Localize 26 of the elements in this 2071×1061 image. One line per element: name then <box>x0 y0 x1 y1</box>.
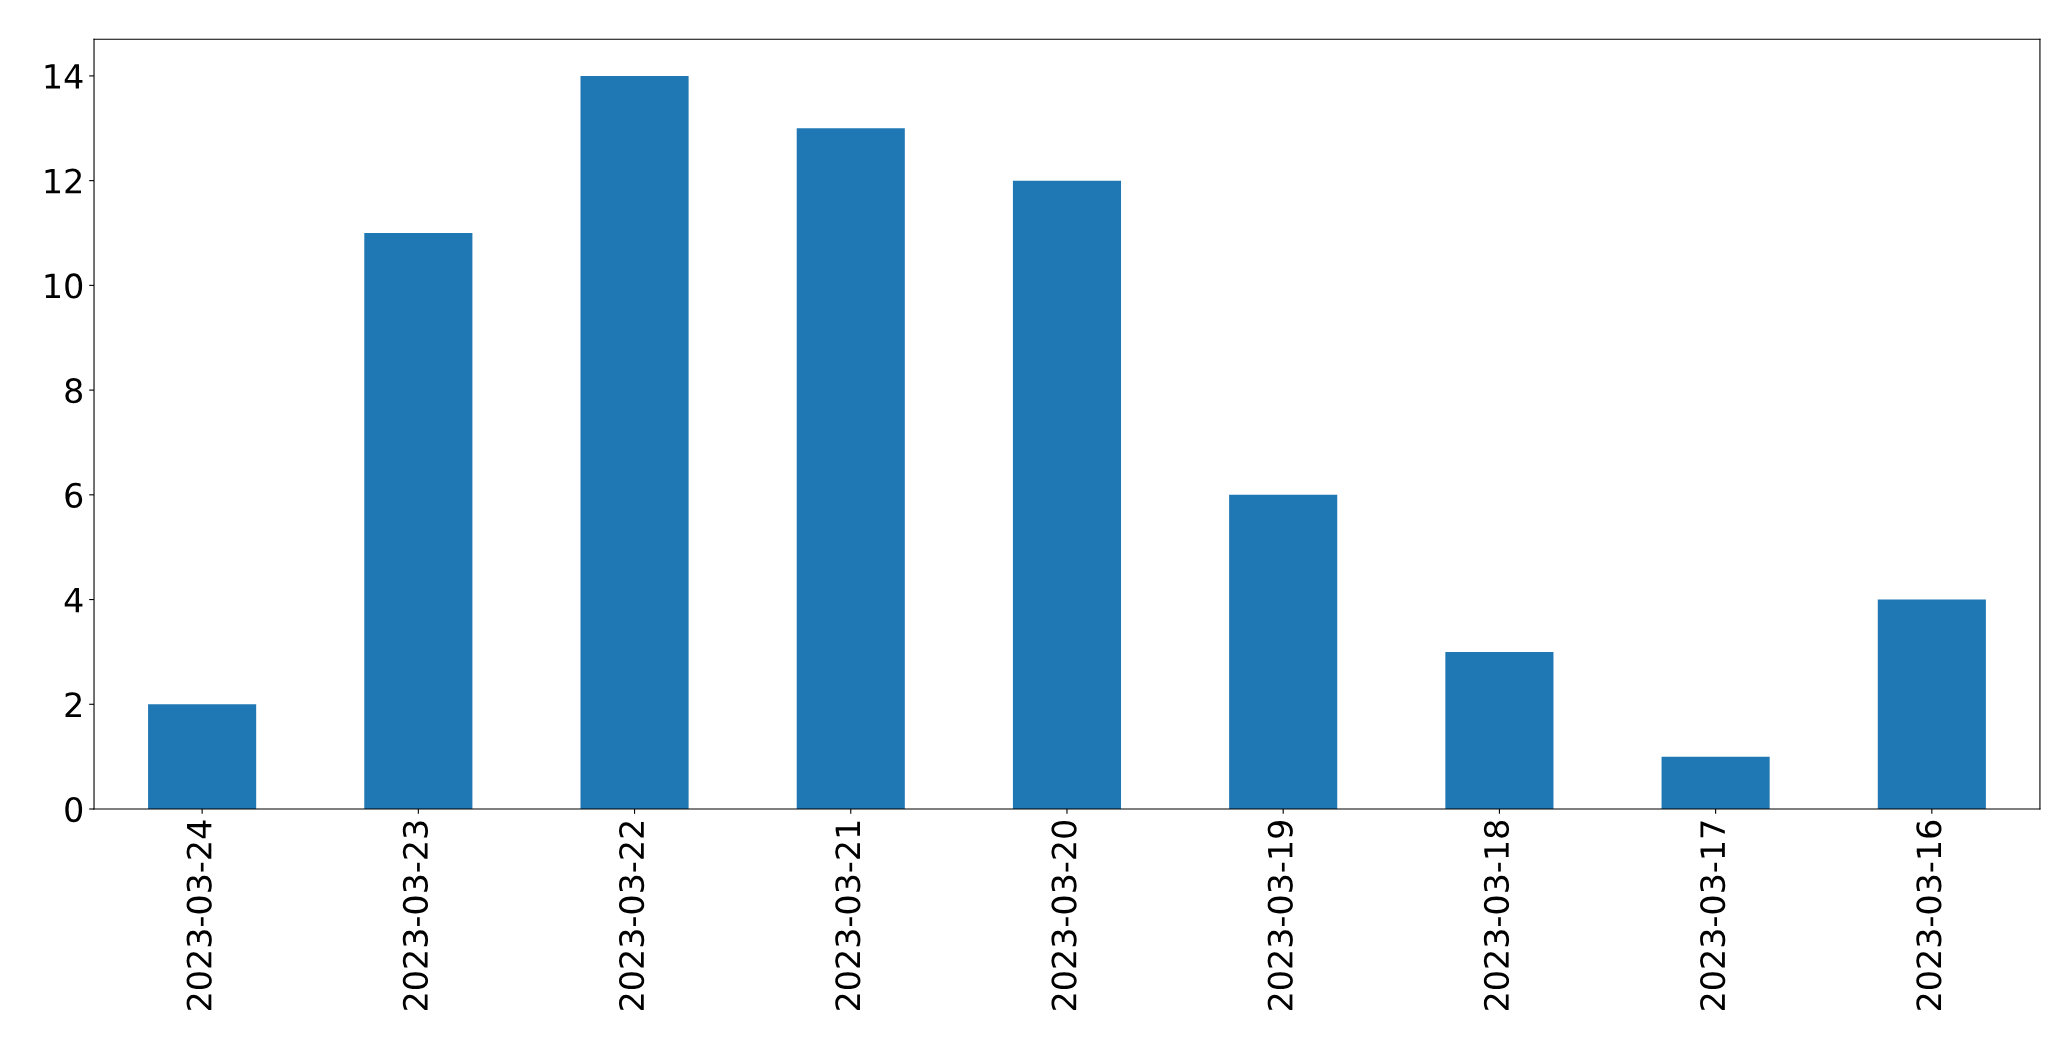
bar <box>364 233 473 810</box>
x-tick-label: 2023-03-23 <box>402 821 429 1011</box>
y-tick-label: 0 <box>65 796 83 823</box>
x-tick-label: 2023-03-18 <box>1483 821 1510 1011</box>
x-tick-label: 2023-03-19 <box>1267 821 1293 1011</box>
x-tick-label: 2023-03-21 <box>835 821 861 1011</box>
y-tick-label: 4 <box>64 587 83 613</box>
bar <box>1445 651 1554 810</box>
y-tick-label: 2 <box>65 692 81 717</box>
bar <box>1661 756 1770 810</box>
bar <box>1229 494 1338 810</box>
y-tick-label: 8 <box>65 378 83 404</box>
bar <box>148 704 257 810</box>
y-tick-label: 6 <box>65 482 83 508</box>
y-tick-label: 10 <box>45 273 83 299</box>
bar <box>1012 180 1122 810</box>
x-tick-label: 2023-03-24 <box>186 820 212 1011</box>
x-tick-label: 2023-03-17 <box>1700 821 1726 1011</box>
bar <box>580 75 689 810</box>
x-tick-label: 2023-03-16 <box>1916 820 1942 1011</box>
x-tick-label: 2023-03-22 <box>619 822 645 1011</box>
y-tick-label: 12 <box>45 168 81 194</box>
y-tick-label: 14 <box>45 64 83 89</box>
bar <box>796 128 905 810</box>
bar <box>1877 599 1986 810</box>
x-tick-label: 2023-03-20 <box>1051 820 1077 1011</box>
